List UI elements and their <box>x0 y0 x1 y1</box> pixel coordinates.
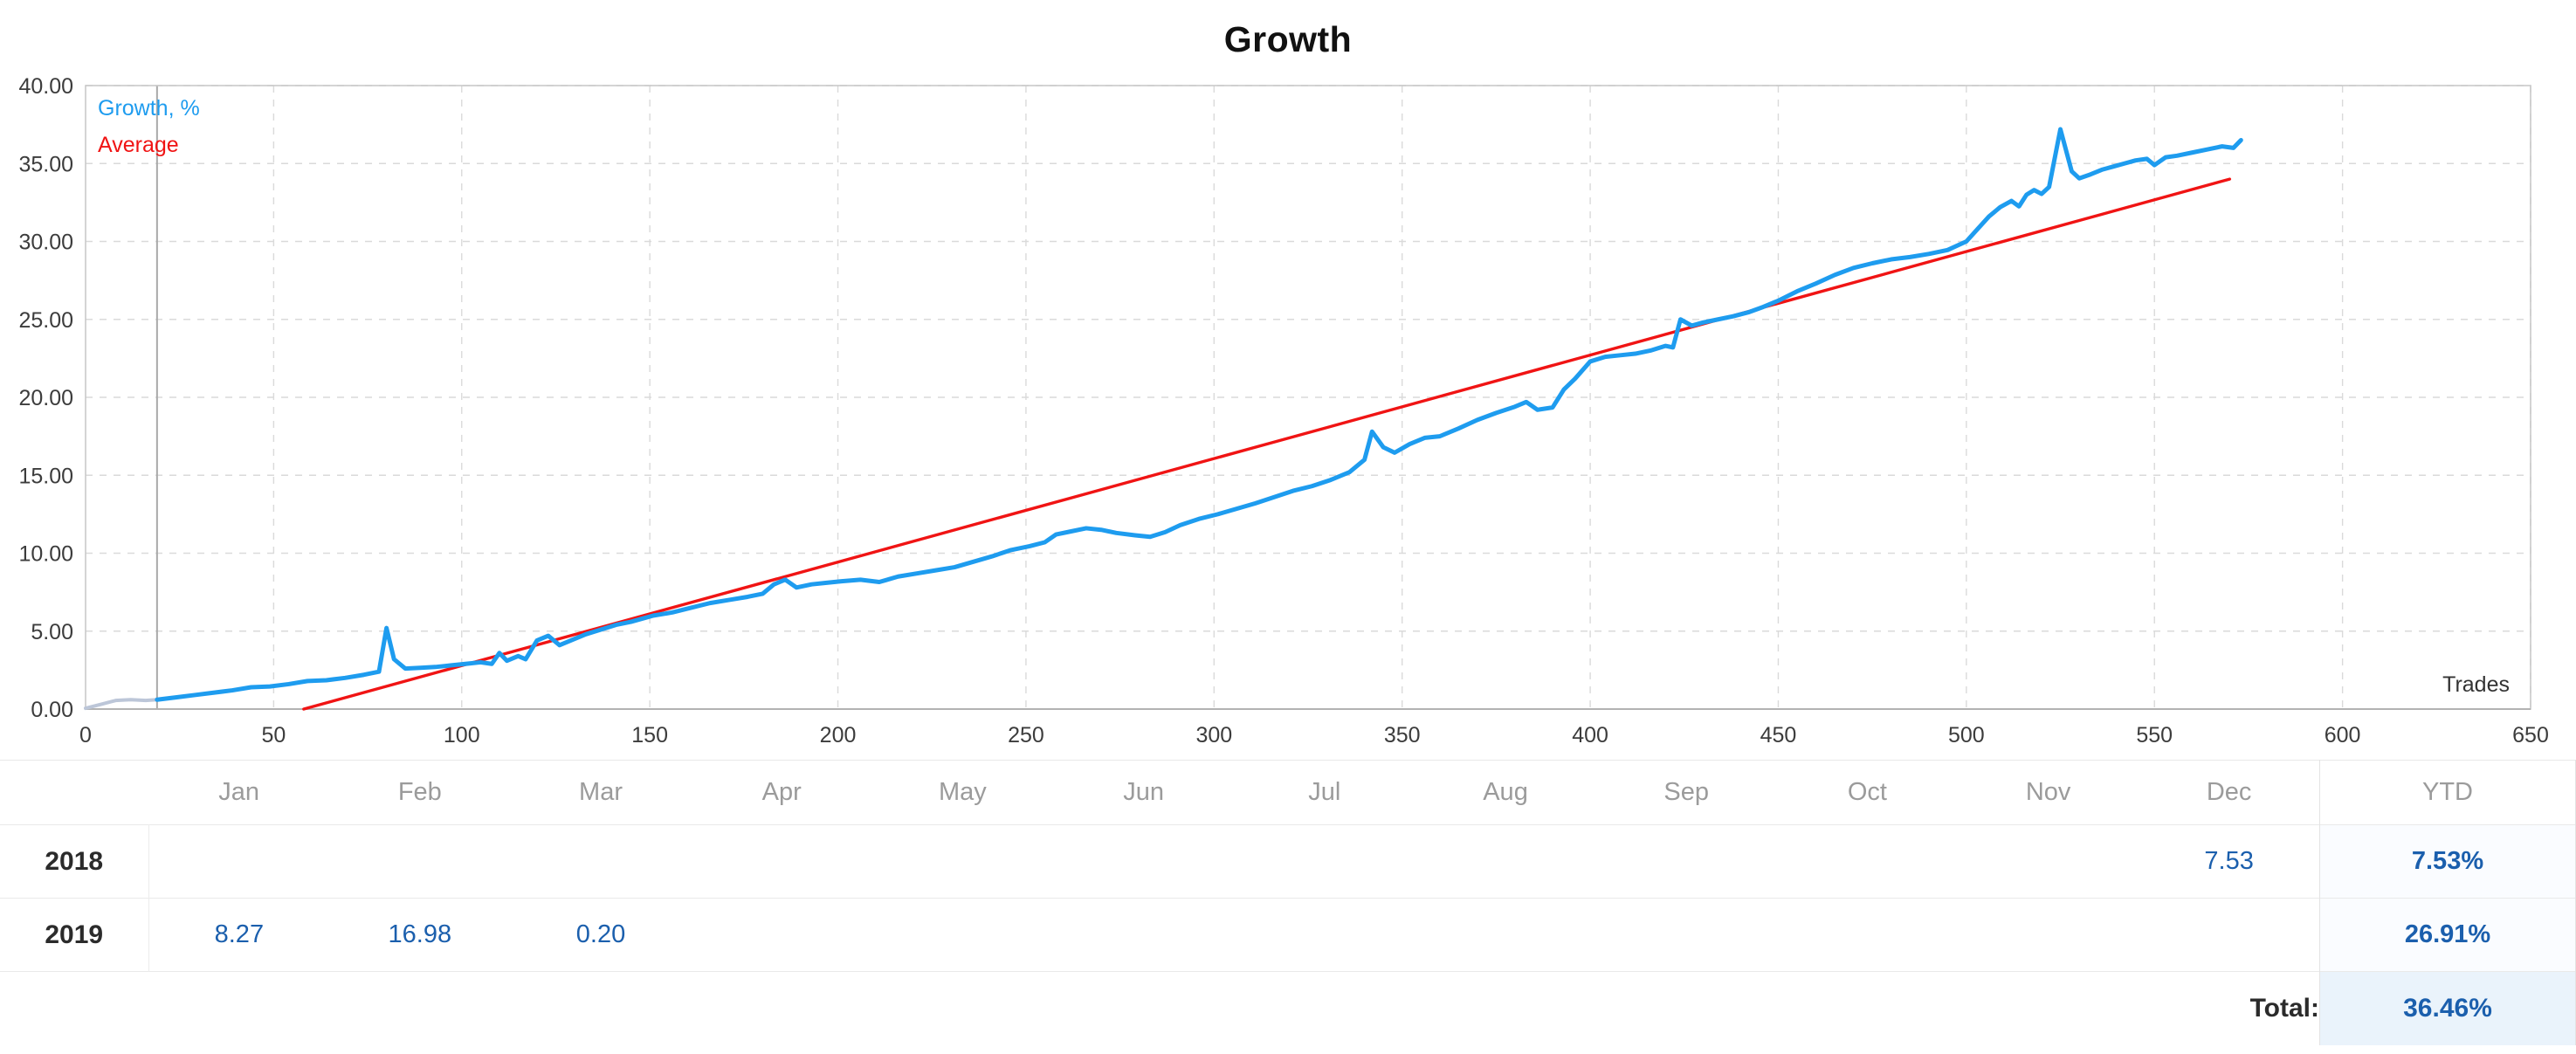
growth-line <box>155 127 2243 702</box>
ytd-value: 26.91% <box>2319 898 2576 972</box>
x-tick-label: 400 <box>1572 723 1608 747</box>
month-value <box>1777 899 1958 972</box>
month-value <box>510 825 691 899</box>
y-tick-label: 10.00 <box>18 542 73 567</box>
growth-chart-svg[interactable]: 0.00 5.00 10.00 15.00 20.00 25.00 30.00 35.00 40… <box>0 0 2576 760</box>
month-header: Dec <box>2206 778 2252 806</box>
x-tick-label: 350 <box>1384 723 1421 747</box>
x-tick-label: 50 <box>261 723 286 747</box>
table-header-row: Jan Feb Mar Apr May Jun Jul Aug Sep Oct … <box>0 760 2576 825</box>
month-header: Apr <box>761 778 802 806</box>
y-tick-label: 35.00 <box>18 152 73 176</box>
monthly-growth-table: Jan Feb Mar Apr May Jun Jul Aug Sep Oct … <box>0 760 2576 1045</box>
month-header: Feb <box>397 778 442 806</box>
y-tick-label: 5.00 <box>31 620 73 644</box>
month-header: Oct <box>1847 778 1887 806</box>
month-value <box>1596 825 1777 899</box>
month-header: Sep <box>1663 778 1710 806</box>
month-value <box>2139 899 2319 972</box>
month-value <box>1958 825 2139 899</box>
table-row-2018: 2018 7.53 7.53% <box>0 824 2576 899</box>
total-value: 36.46% <box>2319 971 2576 1045</box>
month-value: 8.27 <box>214 920 265 948</box>
month-value: 7.53 <box>2204 847 2254 875</box>
month-header: Nov <box>2025 778 2071 806</box>
x-tick-label: 500 <box>1948 723 1985 747</box>
month-header: Jul <box>1308 778 1341 806</box>
y-tick-label: 30.00 <box>18 231 73 255</box>
table-row-2019: 2019 8.27 16.98 0.20 26.91% <box>0 898 2576 972</box>
month-header: Jun <box>1123 778 1164 806</box>
table-total-row: Total: 36.46% <box>0 971 2576 1045</box>
x-tick-label: 300 <box>1195 723 1232 747</box>
chart-plot-area[interactable]: 0.00 5.00 10.00 15.00 20.00 25.00 30.00 35.00 40… <box>0 0 2576 764</box>
month-value <box>329 825 510 899</box>
y-tick-label: 15.00 <box>18 464 73 488</box>
y-tick-label: 0.00 <box>31 698 73 722</box>
month-value <box>1234 899 1415 972</box>
legend-item: Growth, % <box>98 96 200 121</box>
growth-chart[interactable]: Growth 0.00 5.00 10.00 15.00 20.00 25.00 30.00… <box>0 0 2576 760</box>
month-value <box>1415 825 1595 899</box>
year-label: 2018 <box>0 824 149 899</box>
month-header: May <box>939 778 987 806</box>
x-tick-label: 100 <box>444 723 480 747</box>
x-tick-label: 450 <box>1760 723 1797 747</box>
average-line <box>302 177 2232 711</box>
month-value <box>1596 899 1777 972</box>
month-value <box>1777 825 1958 899</box>
month-value <box>692 899 872 972</box>
month-header: Jan <box>218 778 259 806</box>
month-value <box>692 825 872 899</box>
x-axis-title: Trades <box>2442 672 2510 697</box>
year-header-cell <box>0 761 148 825</box>
total-label: Total: <box>2249 993 2319 1023</box>
month-value <box>1234 825 1415 899</box>
year-label: 2019 <box>0 898 149 972</box>
x-tick-label: 550 <box>2136 723 2173 747</box>
x-tick-label: 600 <box>2325 723 2361 747</box>
month-value <box>1053 825 1234 899</box>
x-tick-label: 250 <box>1008 723 1044 747</box>
month-value <box>148 825 329 899</box>
month-header: Aug <box>1483 778 1528 806</box>
month-value <box>872 899 1053 972</box>
month-value <box>1958 899 2139 972</box>
ytd-value: 7.53% <box>2319 824 2576 899</box>
x-tick-label: 200 <box>820 723 857 747</box>
month-value: 16.98 <box>388 920 452 948</box>
month-value <box>872 825 1053 899</box>
legend-item: Average <box>98 133 179 157</box>
ytd-header: YTD <box>2319 760 2576 825</box>
month-header: Mar <box>579 778 623 806</box>
chart-title: Growth <box>1223 19 1353 59</box>
x-tick-label: 150 <box>631 723 668 747</box>
y-tick-label: 20.00 <box>18 386 73 410</box>
month-value: 0.20 <box>575 920 626 948</box>
month-value <box>1053 899 1234 972</box>
y-tick-label: 40.00 <box>18 74 73 99</box>
x-tick-label: 0 <box>79 723 92 747</box>
y-tick-label: 25.00 <box>18 308 73 333</box>
x-tick-label: 650 <box>2512 723 2549 747</box>
growth-line-preview <box>84 698 159 711</box>
month-value <box>1415 899 1595 972</box>
